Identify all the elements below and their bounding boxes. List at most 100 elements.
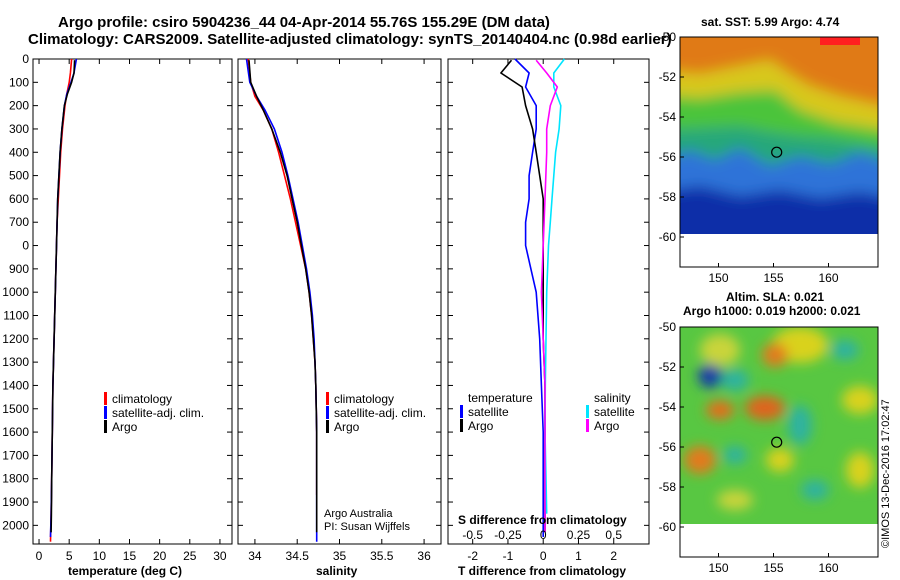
sla-blob [745,396,785,420]
legend-label-s-satellite: satellite [594,405,635,419]
sla-blob [788,405,812,445]
depth-tick-label: 1700 [2,448,29,462]
sst-band-lightblue [680,148,878,200]
sst-map [680,37,878,234]
legend-swatch-t-argo [460,419,463,432]
x-tick-label: -1 [503,549,514,563]
sla-map-title-2: Argo h1000: 0.019 h2000: 0.021 [683,304,861,318]
sla-blob [831,340,859,360]
sst-land-red [820,37,860,45]
sst-map-frame [679,36,879,268]
sla-nodata [680,524,878,560]
x-tick-label: 1 [575,549,582,563]
x-tick-label: 15 [123,549,137,563]
argo-position-marker [771,146,783,158]
depth-tick-label: 1100 [3,308,29,322]
sla-map [680,327,878,560]
salinity-legend: climatology satellite-adj. clim. Argo Ar… [324,392,426,533]
salinity-x-axis: 34 34.5 35 35.5 36 [248,59,431,563]
x-tick-label: 2 [610,549,617,563]
legend-label-t-argo: Argo [468,419,494,433]
depth-tick-label: 400 [9,145,29,159]
difference-series [500,58,566,537]
depth-tick-label: 900 [9,262,29,276]
map-x-tick-label: 155 [763,271,783,285]
map-y-tick-label: -56 [659,440,677,454]
sla-blob [842,386,878,414]
depth-axis: 0 100 200 300 400 500 600 700 0 900 1000 1100 1200 13… [2,52,649,532]
depth-tick-label: 2000 [2,518,29,532]
difference-panel-frame [447,58,650,545]
legend-label-t-satellite: satellite [468,405,509,419]
legend-label-argo: Argo [334,420,360,434]
depth-tick-label: 1600 [2,425,29,439]
x-tick-label: 36 [417,549,431,563]
legend-label-satellite: satellite-adj. clim. [334,406,426,420]
s-tick-label: -0.25 [494,528,522,542]
x-tick-label: 34 [248,549,262,563]
credit-line-1: Argo Australia [324,508,393,520]
sla-blob [766,448,794,472]
sst-map-axes: 150 155 160 -50 -52 -54 -56 -58 -60 [659,30,839,285]
depth-tick-label: 700 [9,215,29,229]
depth-tick-label: 1400 [2,378,29,392]
series-line-argo [50,60,76,533]
legend-swatch-s-satellite [586,405,589,418]
map-x-tick-label: 155 [763,561,783,575]
sla-blob [846,452,874,488]
x-tick-label: -2 [467,549,478,563]
map-y-tick-label: -52 [659,360,677,374]
series-line-s-argo [535,59,559,533]
temperature-xlabel: temperature (deg C) [68,564,182,578]
legend-title-salinity: salinity [594,391,631,405]
depth-tick-label: 1300 [2,355,29,369]
temperature-legend: climatology satellite-adj. clim. Argo [104,392,204,434]
map-y-tick-label: -54 [659,110,677,124]
difference-x-axis: -2 -1 0 1 2 [467,59,617,563]
map-y-tick-label: -60 [659,230,677,244]
x-tick-label: 5 [66,549,73,563]
legend-label-climatology: climatology [334,392,394,406]
series-line-argo [248,60,318,533]
map-y-tick-label: -56 [659,150,677,164]
depth-tick-label: 1500 [2,402,29,416]
sla-blob [717,490,753,510]
sst-map-title: sat. SST: 5.99 Argo: 4.74 [701,15,840,29]
s-tick-label: 0 [540,528,547,542]
map-x-tick-label: 160 [818,561,838,575]
sla-blob [801,480,829,500]
map-y-tick-label: -50 [659,30,677,44]
depth-tick-label: 1900 [2,495,29,509]
x-tick-label: 0 [36,549,43,563]
legend-swatch-s-argo [586,419,589,432]
map-y-tick-label: -58 [659,190,677,204]
depth-tick-label: 1200 [2,332,29,346]
sla-blob [762,343,788,367]
difference-xlabel: T difference from climatology [458,564,626,578]
s-tick-label: -0.5 [462,528,483,542]
legend-swatch-satellite [104,406,107,419]
legend-swatch-satellite [326,406,329,419]
map-y-tick-label: -60 [659,520,677,534]
s-tick-label: 0.5 [605,528,622,542]
salinity-series [245,58,318,542]
sla-blob [698,364,722,388]
salinity-xlabel: salinity [316,564,358,578]
legend-swatch-argo [104,420,107,433]
sla-blob [721,369,749,391]
depth-tick-label: 600 [9,192,29,206]
depth-tick-label: 0 [22,52,29,66]
depth-tick-label: 0 [22,239,29,253]
series-line-t-satellite [514,58,545,537]
sla-blob [700,334,740,366]
depth-tick-label: 100 [9,75,29,89]
sla-blob [723,446,747,464]
legend-swatch-climatology [326,392,329,405]
sla-map-title-1: Altim. SLA: 0.021 [726,290,824,304]
difference-legend: temperature salinity satellite Argo sate… [458,391,635,542]
x-tick-label: 35.5 [370,549,394,563]
depth-tick-label: 500 [9,169,29,183]
legend-label-s-argo: Argo [594,419,620,433]
imos-watermark: ©IMOS 13-Dec-2016 17:02:47 [880,399,892,548]
